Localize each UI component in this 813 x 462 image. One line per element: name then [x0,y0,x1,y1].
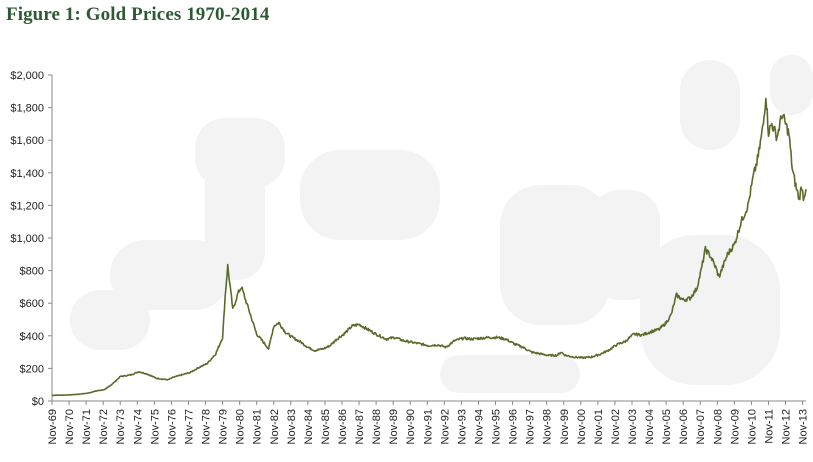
x-tick-label: Nov-69 [47,409,59,444]
x-tick-label: Nov-85 [320,409,332,444]
x-tick-label: Nov-74 [132,409,144,444]
x-tick-label: Nov-78 [201,409,213,444]
x-tick-label: Nov-00 [576,409,588,444]
y-tick-label: $800 [20,266,44,278]
x-tick-label: Nov-82 [269,409,281,444]
x-axis: Nov-69 Nov-70 Nov-71 Nov-72 Nov-73 Nov-74 Nov-… [47,400,810,444]
x-tick-label: Nov-84 [303,409,315,444]
x-tick-label: Nov-05 [661,409,673,444]
y-tick-label: $1,400 [10,168,44,180]
x-tick-label: Nov-81 [252,409,264,444]
gold-price-series-line [51,97,807,397]
x-tick-label: Nov-88 [371,409,383,444]
x-tick-label: Nov-89 [388,409,400,444]
x-tick-label: Nov-13 [798,409,810,444]
x-tick-label: Nov-90 [405,409,417,444]
x-tick-label: Nov-79 [218,409,230,444]
y-axis: $0 $200 $400 $600 $800 $1,000 $1,200 $1,400 $1,6… [10,70,53,408]
x-tick-label: Nov-83 [286,409,298,444]
y-tick-label: $1,000 [10,233,44,245]
x-tick-label: Nov-01 [593,409,605,444]
x-tick-label: Nov-02 [610,409,622,444]
y-tick-label: $0 [32,396,44,408]
chart-title: Figure 1: Gold Prices 1970-2014 [6,4,270,25]
x-tick-label: Nov-07 [695,409,707,444]
x-tick-label: Nov-10 [746,409,758,444]
x-tick-label: Nov-70 [64,409,76,444]
x-tick-label: Nov-97 [525,409,537,444]
y-tick-label: $400 [20,331,44,343]
y-tick-label: $1,800 [10,103,44,115]
x-tick-label: Nov-04 [644,409,656,444]
y-tick-label: $200 [20,363,44,375]
x-tick-label: Nov-86 [337,409,349,444]
x-tick-label: Nov-96 [508,409,520,444]
x-tick-label: Nov-99 [559,409,571,444]
watermark [70,55,813,393]
y-tick-label: $1,200 [10,200,44,212]
x-tick-label: Nov-93 [456,409,468,444]
x-tick-label: Nov-87 [354,409,366,444]
x-tick-label: Nov-77 [183,409,195,444]
x-tick-label: Nov-98 [542,409,554,444]
x-tick-label: Nov-09 [729,409,741,444]
x-tick-label: Nov-03 [627,409,639,444]
x-tick-label: Nov-91 [422,409,434,444]
series-layer [51,97,807,397]
x-tick-label: Nov-73 [115,409,127,444]
x-tick-label: Nov-95 [491,409,503,444]
y-tick-label: $2,000 [10,70,44,82]
x-tick-label: Nov-80 [235,409,247,444]
x-tick-label: Nov-75 [149,409,161,444]
x-tick-label: Nov-92 [439,409,451,444]
x-tick-label: Nov-06 [678,409,690,444]
x-tick-label: Nov-11 [763,409,775,444]
y-tick-label: $600 [20,298,44,310]
x-tick-label: Nov-12 [781,409,793,444]
x-tick-label: Nov-94 [473,409,485,444]
x-tick-label: Nov-76 [166,409,178,444]
x-tick-label: Nov-72 [98,409,110,444]
y-tick-label: $1,600 [10,135,44,147]
x-tick-label: Nov-08 [712,409,724,444]
x-tick-label: Nov-71 [81,409,93,444]
